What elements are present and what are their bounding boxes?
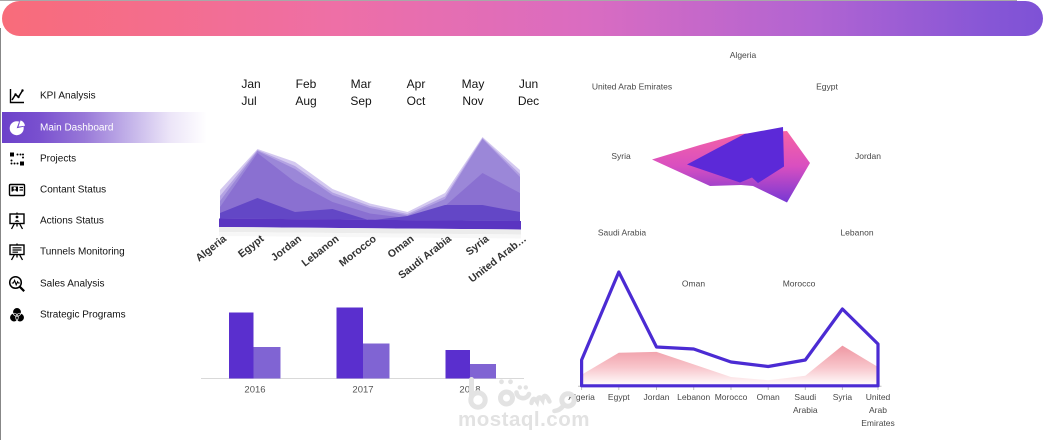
svg-text:Egypt: Egypt (236, 233, 267, 261)
svg-text:May: May (462, 77, 485, 91)
svg-text:Egypt: Egypt (816, 82, 838, 92)
svg-text:Syria: Syria (833, 392, 853, 402)
svg-text:Dec: Dec (518, 94, 539, 108)
svg-text:mostaql.com: mostaql.com (458, 408, 590, 431)
svg-text:Apr: Apr (407, 77, 426, 91)
svg-text:Syria: Syria (611, 151, 631, 161)
svg-text:Jan: Jan (241, 77, 260, 91)
svg-text:Jordan: Jordan (855, 151, 881, 161)
svg-text:United Arab Emirates: United Arab Emirates (592, 82, 672, 92)
svg-text:United: United (866, 392, 891, 402)
svg-text:Jun: Jun (519, 77, 538, 91)
svg-text:Sep: Sep (350, 94, 372, 108)
svg-text:Algeria: Algeria (193, 233, 229, 264)
svg-text:Lebanon: Lebanon (677, 392, 710, 402)
svg-text:Oct: Oct (407, 94, 426, 108)
svg-text:Saudi: Saudi (794, 392, 816, 402)
svg-text:Oman: Oman (757, 392, 780, 402)
svg-text:Oman: Oman (682, 279, 705, 289)
svg-text:Egypt: Egypt (608, 392, 630, 402)
svg-text:Emirates: Emirates (861, 418, 895, 428)
svg-text:Jordan: Jordan (644, 392, 670, 402)
svg-text:Arabia: Arabia (793, 405, 818, 415)
svg-text:Lebanon: Lebanon (299, 233, 341, 269)
svg-text:2016: 2016 (244, 385, 265, 396)
svg-text:Nov: Nov (462, 94, 483, 108)
svg-text:Morocco: Morocco (715, 392, 748, 402)
svg-text:Jordan: Jordan (269, 233, 304, 264)
svg-text:Aug: Aug (295, 94, 316, 108)
svg-text:Morocco: Morocco (337, 233, 379, 269)
svg-text:Algeria: Algeria (730, 50, 757, 60)
svg-text:Lebanon: Lebanon (840, 228, 873, 238)
svg-text:Saudi Arabia: Saudi Arabia (598, 228, 646, 238)
svg-text:Arab: Arab (869, 405, 887, 415)
svg-text:2017: 2017 (352, 385, 373, 396)
svg-text:Morocco: Morocco (783, 279, 816, 289)
svg-text:Mar: Mar (351, 77, 372, 91)
svg-text:Jul: Jul (241, 94, 256, 108)
svg-text:Algeria: Algeria (568, 392, 595, 402)
svg-text:Feb: Feb (296, 77, 317, 91)
